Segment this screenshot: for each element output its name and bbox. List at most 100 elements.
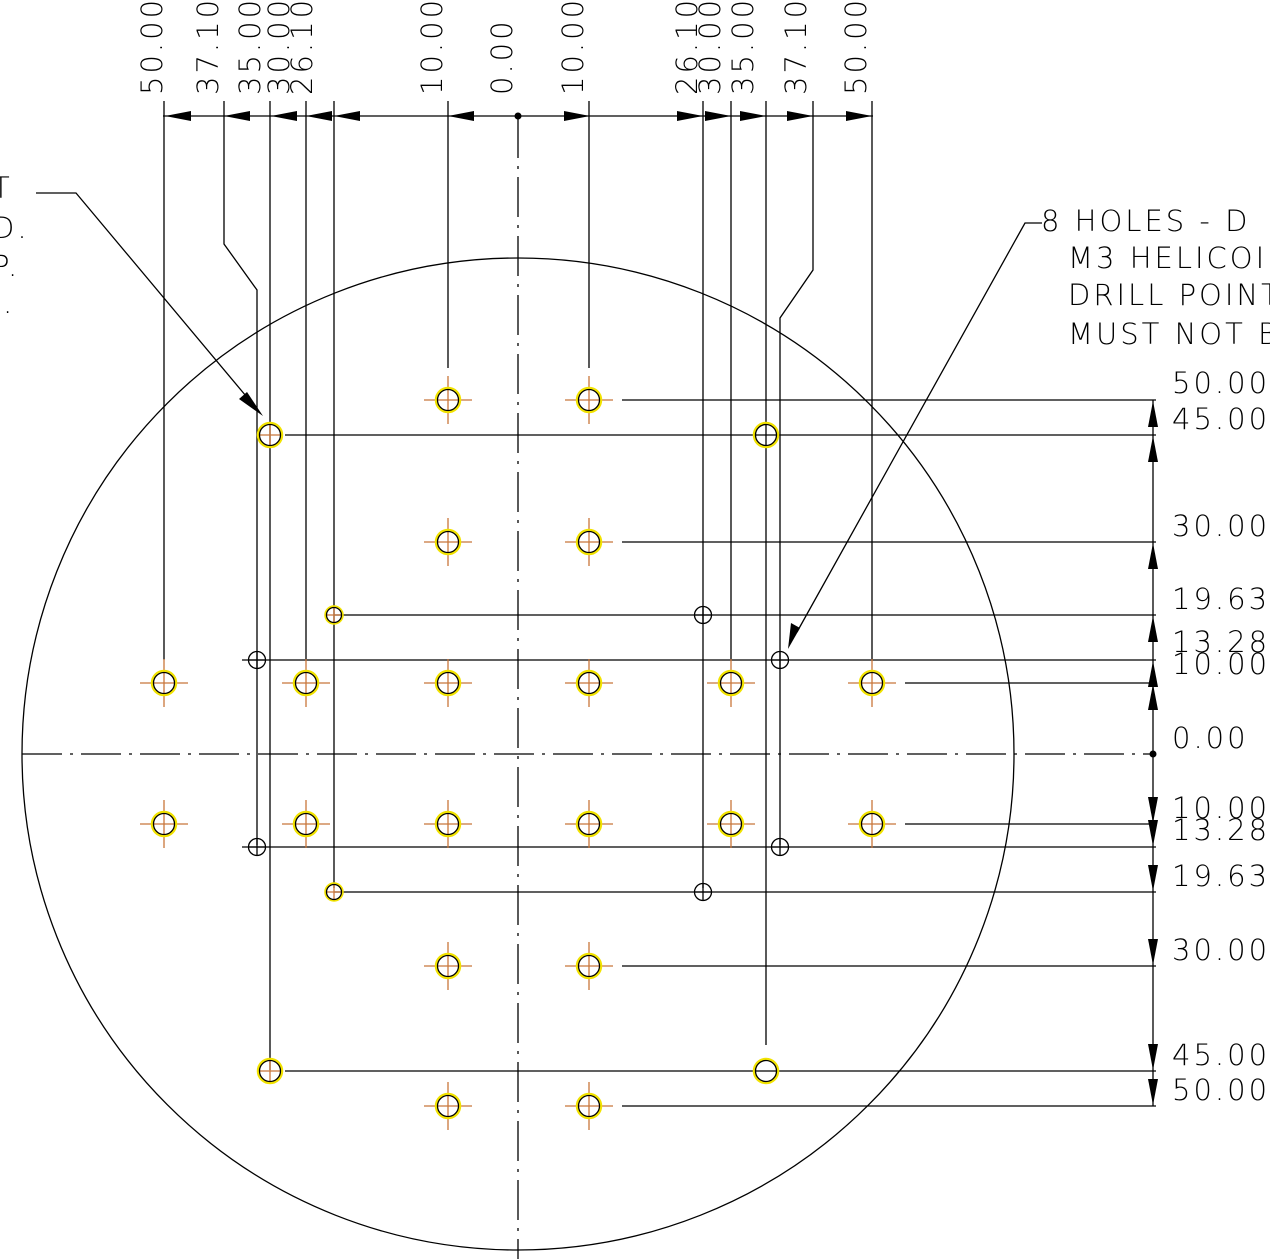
top-dim-label: 26.10 [285,0,319,95]
top-dim-label: 10.00 [556,0,590,95]
top-dim-label: 50.00 [135,0,169,95]
dim-arrow [306,111,332,121]
drill-hole [565,1082,613,1130]
left-note-line: T [0,171,13,205]
dim-arrow [1148,436,1158,462]
horizontal-extension-lines [242,399,1156,1107]
drill-hole [424,800,472,848]
top-dim-label: 30.00 [693,0,727,95]
drill-hole [140,659,188,707]
right-dim-label: 50.00 [1172,1073,1270,1107]
dim-arrow [564,111,590,121]
left-note-line: '. [0,286,15,320]
drill-hole [424,942,472,990]
dim-arrow [1148,616,1158,642]
dim-arrow [271,111,297,121]
dim-arrow [787,111,813,121]
dim-arrow [448,111,474,121]
right-dim-label: 13.28 [1172,625,1270,659]
right-dim-label: 30.00 [1172,509,1270,543]
right-dim-label: 19.63 [1172,859,1270,893]
drill-hole [565,659,613,707]
drill-hole [565,376,613,424]
dim-arrow [334,111,360,121]
dim-arrow [1148,1044,1158,1070]
helicoil-hole [247,837,267,857]
top-dim-label: 26.10 [670,0,704,95]
right-dim-label: 10.00 [1172,791,1270,825]
drill-hole [565,800,613,848]
right-note: 8 HOLES - D M3 HELICOIL DRILL POINT MUST… [788,204,1270,649]
top-dimension-line [163,111,873,121]
dim-arrow [705,111,731,121]
holes [140,376,896,1130]
right-dimension-line [1148,400,1158,1106]
helicoil-hole [770,650,790,670]
right-dimension-labels: 50.00 45.00 30.00 19.63 13.28 10.00 0.00… [1172,366,1270,1107]
drill-hole [282,659,330,707]
drill-hole [707,659,755,707]
leader-arrow [788,623,800,649]
leader-arrow [239,392,263,416]
left-note-line: P. [0,249,20,283]
drill-hole [424,376,472,424]
drill-hole [707,800,755,848]
top-dimension-labels: 50.00 37.10 35.00 30.00 26.10 10.00 0.00… [135,0,873,95]
dim-arrow [1148,543,1158,569]
top-dim-label: 50.00 [839,0,873,95]
helicoil-hole [770,837,790,857]
helicoil-hole [693,882,713,902]
helicoil-hole [247,650,267,670]
helicoil-hole [324,882,344,902]
vertical-extension-lines [163,101,873,1070]
right-dim-label: 10.00 [1172,647,1270,681]
drill-hole [848,659,896,707]
drill-hole [565,518,613,566]
drill-hole [424,1082,472,1130]
right-note-line: M3 HELICOIL [1068,241,1270,275]
top-dim-label: 35.00 [233,0,267,95]
right-dim-label: 0.00 [1172,721,1249,755]
right-note-line: DRILL POINT [1068,278,1270,312]
drill-hole [424,659,472,707]
right-dim-label: 45.00 [1172,402,1270,436]
right-note-line: 8 HOLES - D [1041,204,1250,238]
right-dim-label: 30.00 [1172,933,1270,967]
mounting-hole [752,421,780,449]
mounting-hole [256,421,284,449]
mounting-hole [752,1057,780,1085]
drill-hole [848,800,896,848]
right-dim-label: 13.28 [1172,813,1270,847]
dim-arrow [677,111,703,121]
dim-arrow [224,111,250,121]
top-dim-label: 37.10 [779,0,813,95]
top-dim-label: 0.00 [485,18,519,95]
drill-hole [565,942,613,990]
right-dim-label: 45.00 [1172,1038,1270,1072]
mounting-hole [256,1057,284,1085]
right-dim-label: 50.00 [1172,366,1270,400]
right-note-line: MUST NOT BE [1068,317,1270,351]
dim-arrow [740,111,766,121]
dim-arrow [1148,661,1158,687]
dim-arrow [1148,939,1158,965]
left-note: T D. P. '. [0,171,263,416]
left-note-leader [36,192,252,403]
helicoil-hole [324,605,344,625]
right-note-leader [796,222,1042,633]
dim-arrow [165,111,191,121]
top-dim-label: 10.00 [415,0,449,95]
drill-hole [282,800,330,848]
dim-arrow [1148,820,1158,846]
dim-arrow [1148,401,1158,427]
dim-arrow [1148,684,1158,710]
helicoil-hole [693,605,713,625]
left-note-line: D. [0,211,30,245]
dim-arrow [846,111,872,121]
top-dim-label: 30.00 [262,0,296,95]
top-dim-label: 35.00 [726,0,760,95]
dim-arrow [1148,865,1158,891]
dim-arrow [1148,1079,1158,1105]
drill-hole [140,800,188,848]
